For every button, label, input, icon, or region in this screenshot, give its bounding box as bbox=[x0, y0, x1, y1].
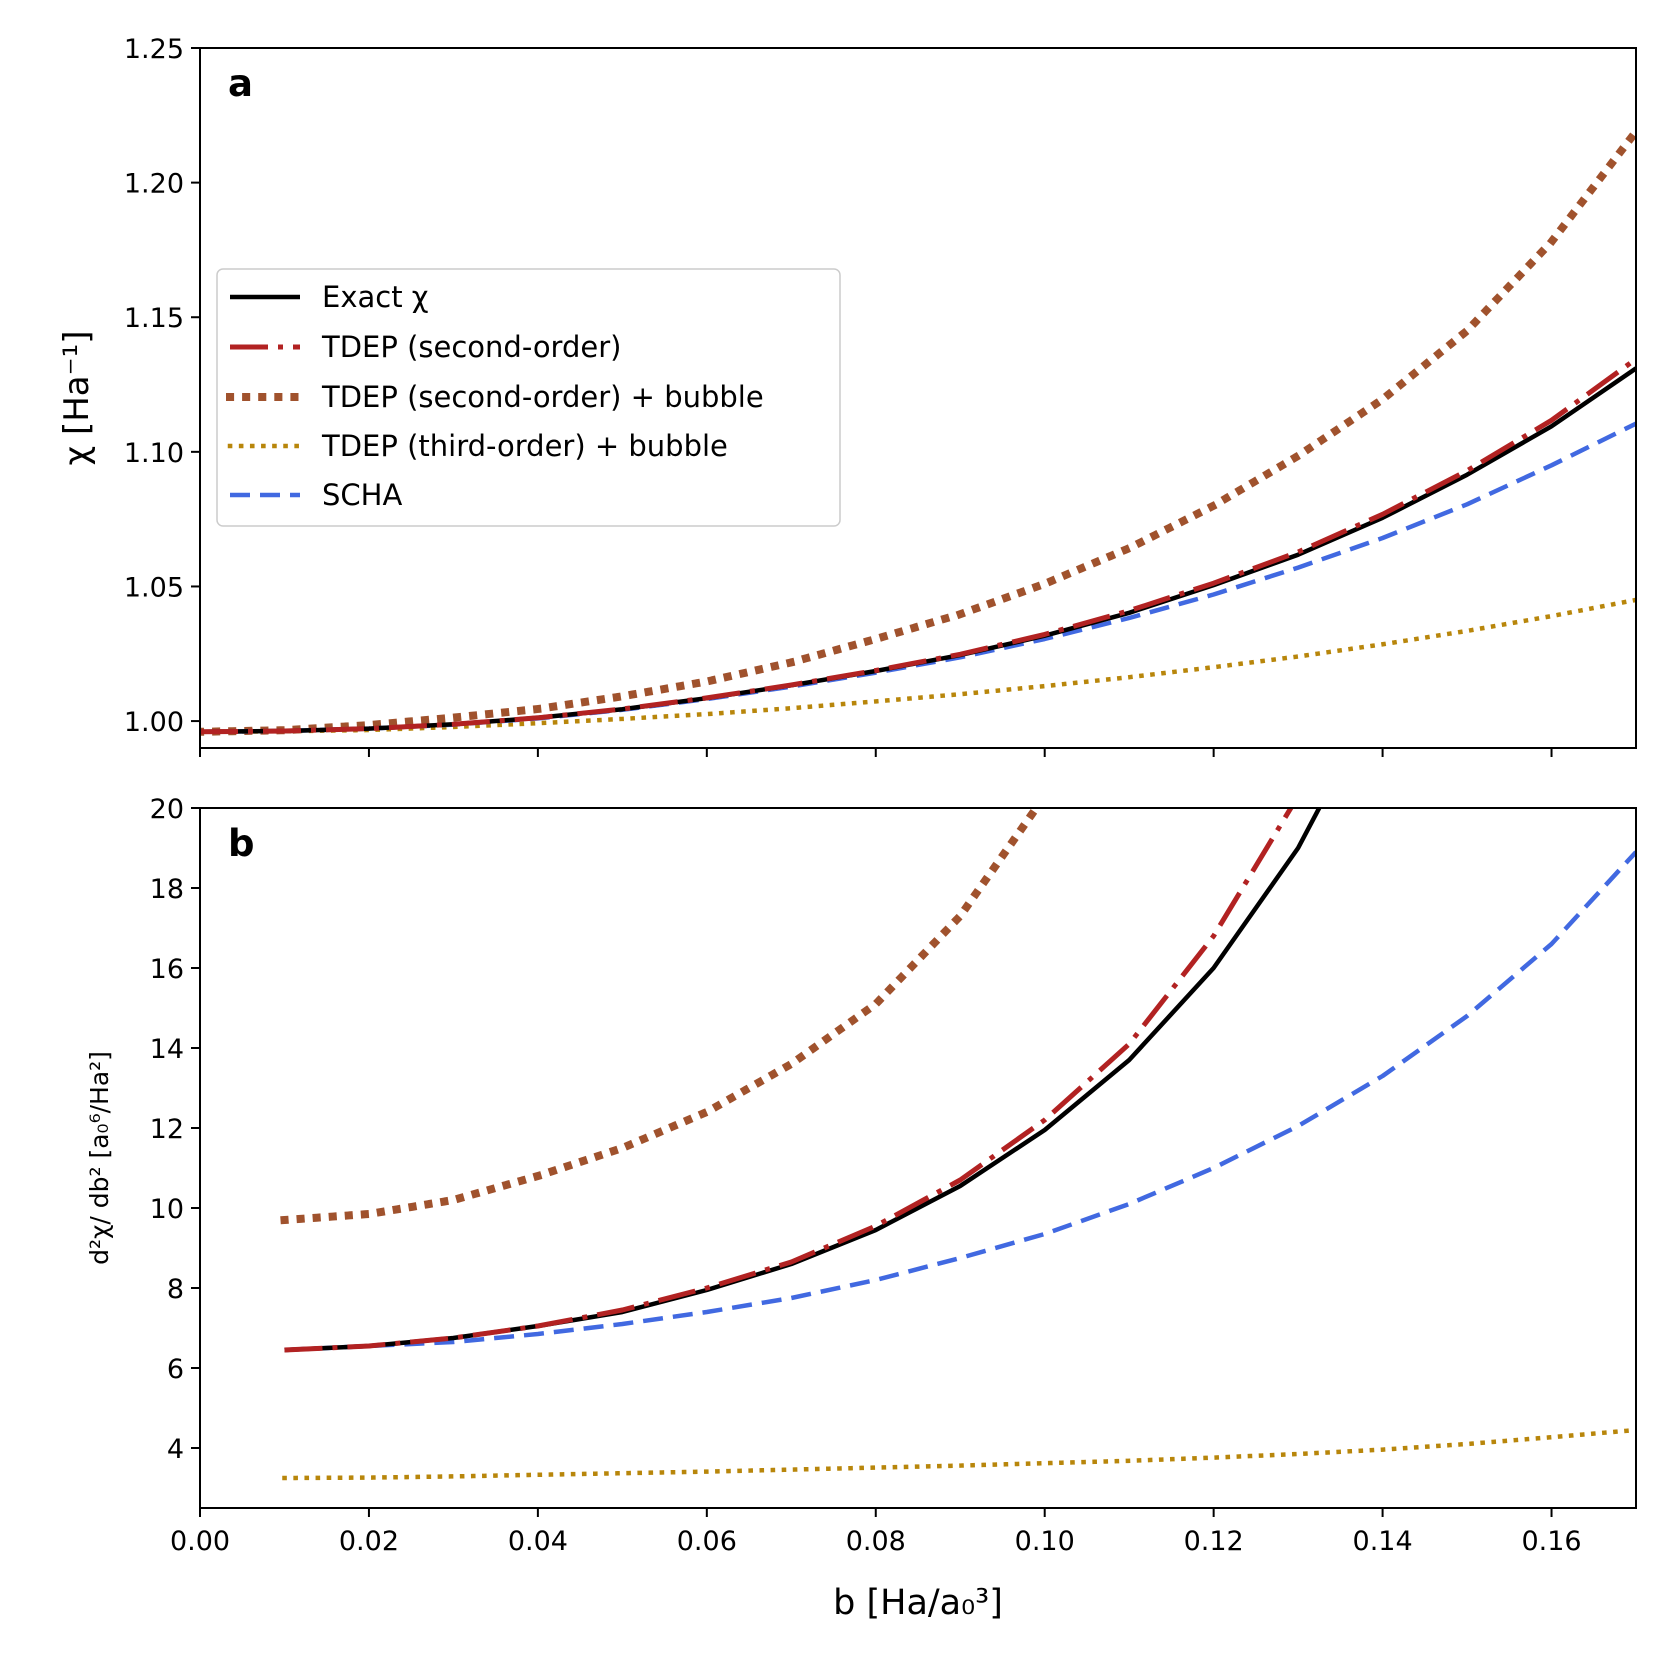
panel-b-x-tick-label: 0.12 bbox=[1184, 1526, 1244, 1557]
panel-b-lines bbox=[280, 808, 1636, 1481]
panel-b-series-tdep2 bbox=[284, 808, 1294, 1353]
panel-a-y-axis-label: χ [Ha⁻¹] bbox=[57, 331, 97, 466]
panel-b-x-tick-label: 0.10 bbox=[1015, 1526, 1075, 1557]
panel-b-x-tick-label: 0.06 bbox=[677, 1526, 737, 1557]
x-axis-label: b [Ha/a₀³] bbox=[833, 1583, 1003, 1623]
panel-a-series-tdep3-bubble bbox=[200, 597, 1636, 735]
panel-b-series-tdep2-bubble bbox=[280, 808, 1042, 1225]
panel-b-y-tick-label: 18 bbox=[150, 874, 184, 905]
legend-label-tdep3-bubble: TDEP (third-order) + bubble bbox=[321, 429, 728, 463]
panel-b-y-tick-label: 4 bbox=[167, 1434, 184, 1465]
panel-b-x-ticks: 0.00 0.02 0.04 0.06 0.08 0.10 0.12 0.14 0.16 bbox=[170, 1508, 1582, 1557]
panel-a-y-tick-label: 1.05 bbox=[124, 572, 184, 603]
panel-b-y-tick-label: 6 bbox=[167, 1354, 184, 1385]
panel-b-x-tick-label: 0.02 bbox=[339, 1526, 399, 1557]
panel-a-y-tick-label: 1.10 bbox=[124, 438, 184, 469]
panel-b: 0.00 0.02 0.04 0.06 0.08 0.10 0.12 0.14 0.16 4 6 8… bbox=[85, 794, 1637, 1623]
panel-b-frame bbox=[199, 807, 1637, 1509]
panel-a-frame bbox=[199, 47, 1637, 749]
panel-a-y-tick-label: 1.00 bbox=[124, 707, 184, 738]
panel-b-y-axis-label: d²χ/ db² [a₀⁶/Ha²] bbox=[85, 1051, 114, 1265]
panel-b-series-scha bbox=[284, 850, 1636, 1353]
legend-label-exact: Exact χ bbox=[322, 280, 429, 314]
panel-a-y-tick-label: 1.25 bbox=[124, 34, 184, 65]
panel-a: 1.00 1.05 1.10 1.15 1.20 1.25 a χ [Ha⁻¹] Exac… bbox=[57, 34, 1637, 757]
panel-b-y-ticks: 4 6 8 10 12 14 16 18 20 bbox=[150, 794, 200, 1465]
legend-box bbox=[216, 268, 841, 527]
legend-label-tdep2: TDEP (second-order) bbox=[321, 330, 621, 364]
panel-a-y-ticks: 1.00 1.05 1.10 1.15 1.20 1.25 bbox=[124, 34, 200, 738]
panel-b-letter: b bbox=[228, 822, 255, 865]
panel-b-series-exact bbox=[284, 808, 1322, 1353]
panel-b-series-tdep3-bubble bbox=[282, 1427, 1636, 1481]
panel-b-y-tick-label: 20 bbox=[150, 794, 184, 825]
panel-b-y-tick-label: 12 bbox=[150, 1114, 184, 1145]
panel-a-series-tdep2-bubble bbox=[200, 125, 1636, 736]
panel-a-lines bbox=[200, 125, 1636, 736]
legend: Exact χ TDEP (second-order) TDEP (second… bbox=[216, 268, 841, 527]
legend-label-tdep2-bubble: TDEP (second-order) + bubble bbox=[321, 380, 764, 414]
panel-b-x-tick-label: 0.00 bbox=[170, 1526, 230, 1557]
panel-a-x-ticks bbox=[199, 748, 1553, 757]
panel-b-y-tick-label: 10 bbox=[150, 1194, 184, 1225]
panel-b-y-tick-label: 16 bbox=[150, 954, 184, 985]
panel-b-x-tick-label: 0.04 bbox=[508, 1526, 568, 1557]
legend-label-scha: SCHA bbox=[322, 478, 402, 512]
panel-a-series-tdep2 bbox=[200, 356, 1636, 735]
panel-b-y-tick-label: 8 bbox=[167, 1274, 184, 1305]
panel-a-letter: a bbox=[228, 62, 253, 105]
panel-b-x-tick-label: 0.08 bbox=[846, 1526, 906, 1557]
panel-b-x-tick-label: 0.16 bbox=[1521, 1526, 1581, 1557]
panel-a-y-tick-label: 1.20 bbox=[124, 169, 184, 200]
panel-a-y-tick-label: 1.15 bbox=[124, 303, 184, 334]
panel-b-x-tick-label: 0.14 bbox=[1353, 1526, 1413, 1557]
panel-b-y-tick-label: 14 bbox=[150, 1034, 184, 1065]
